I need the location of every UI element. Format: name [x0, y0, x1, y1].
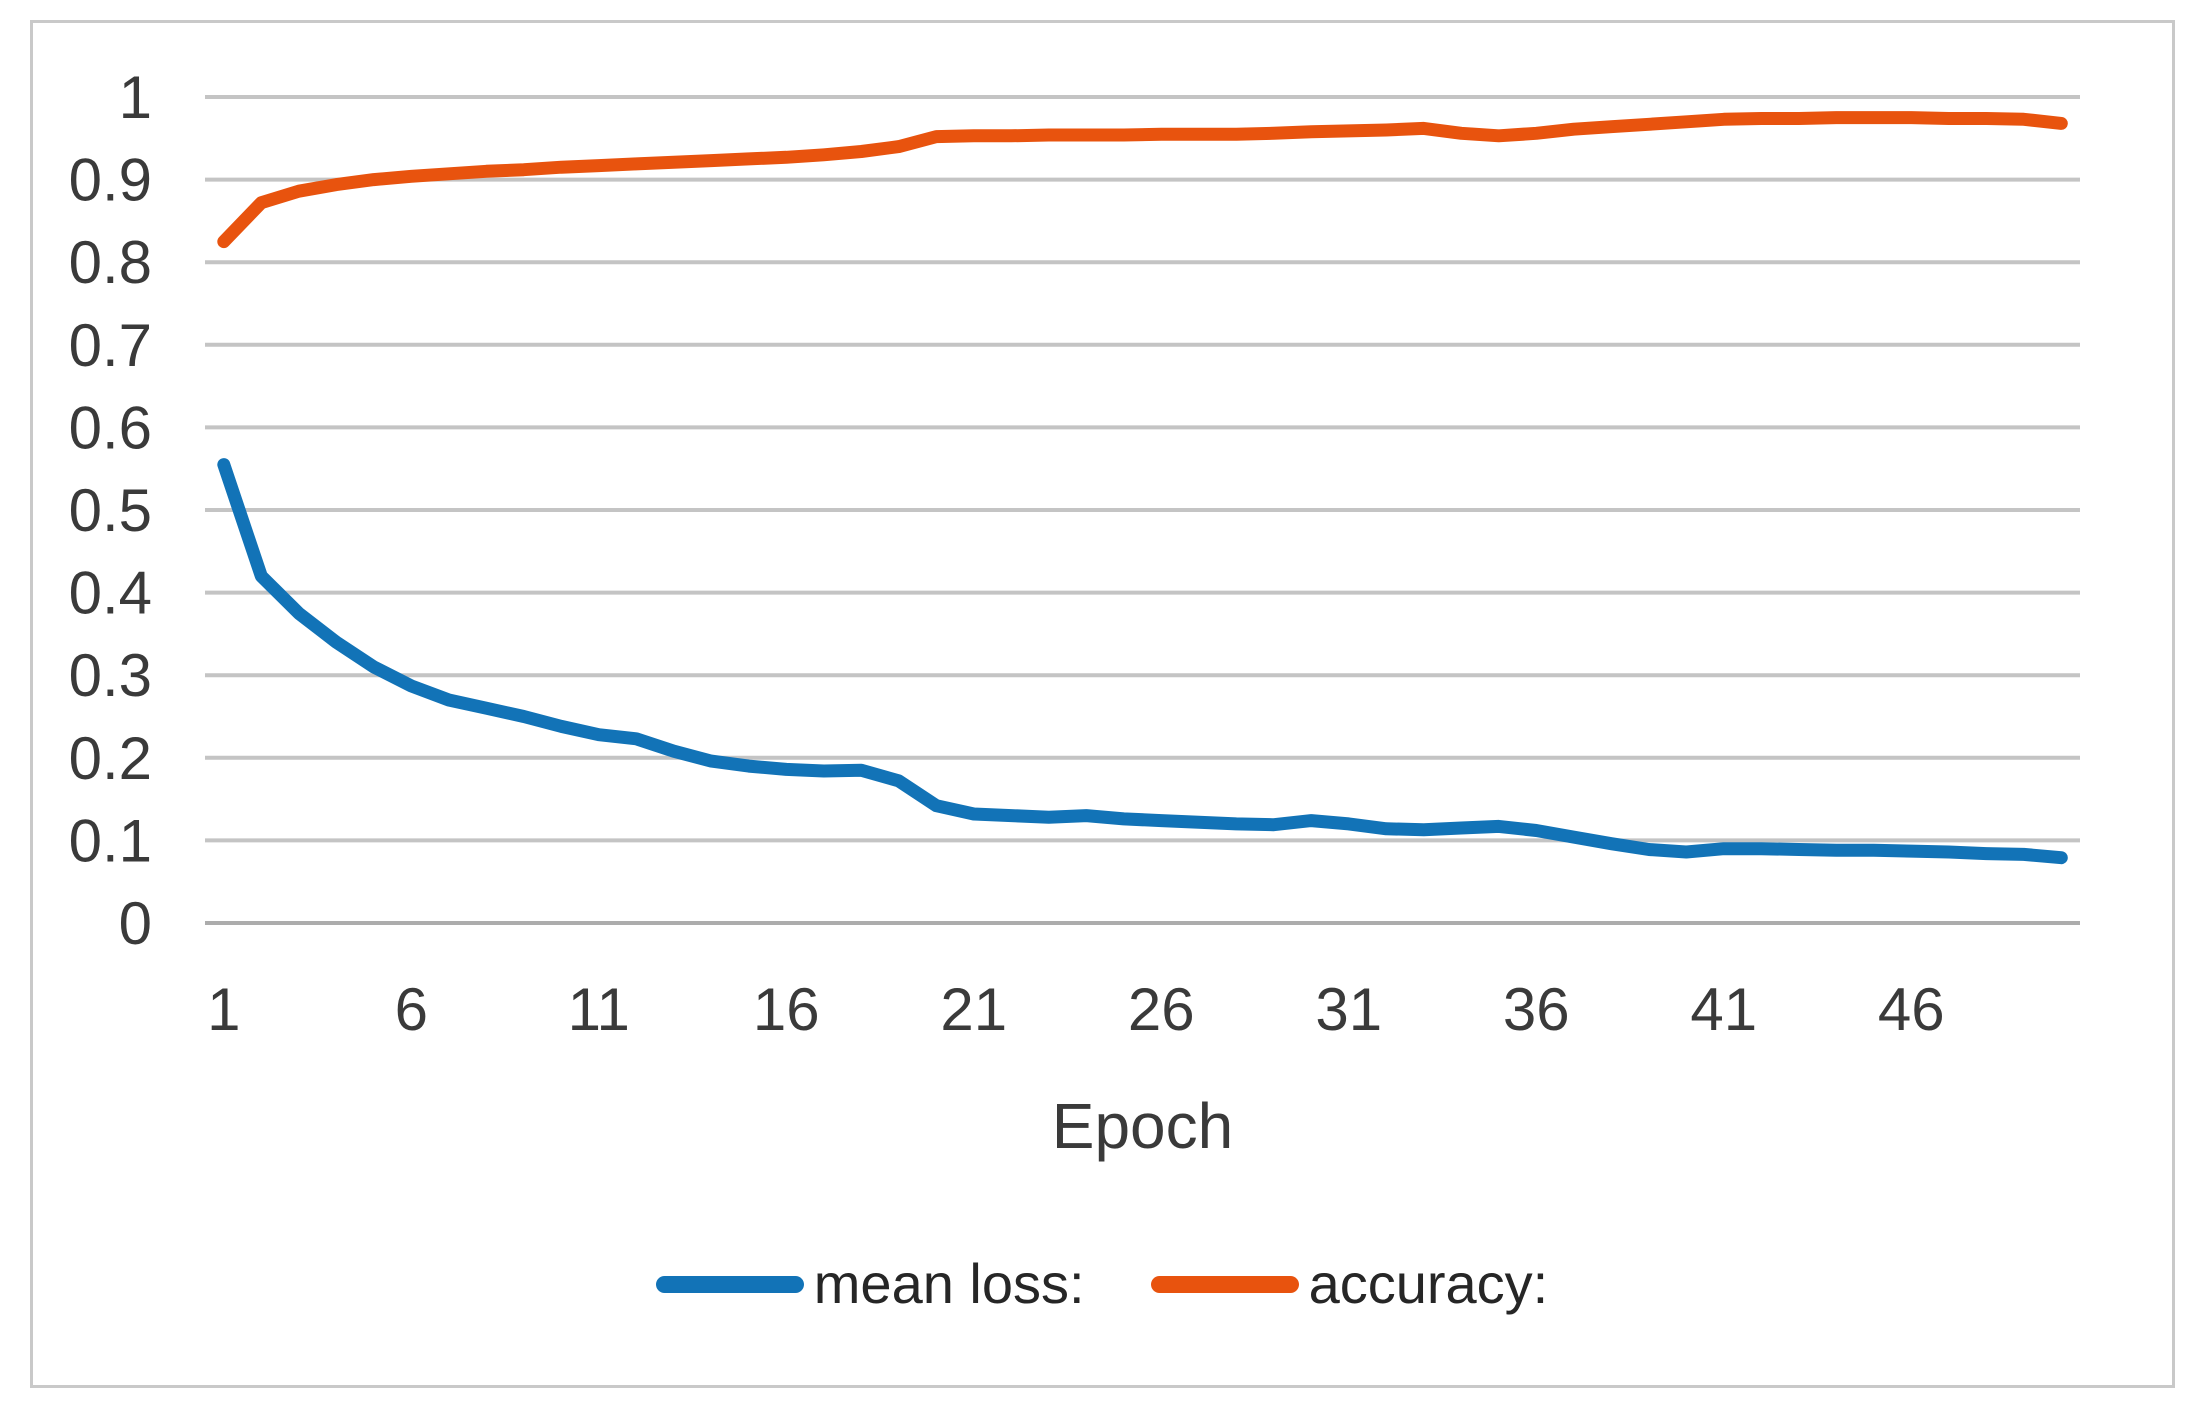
- y-tick-label: 0.4: [69, 560, 152, 627]
- legend-item-mean-loss: mean loss:: [655, 1252, 1085, 1315]
- legend-item-accuracy: accuracy:: [1150, 1252, 1549, 1315]
- x-axis-title: Epoch: [1052, 1090, 1233, 1162]
- y-tick-label: 0.7: [69, 312, 152, 379]
- legend-swatch-mean-loss-icon: [655, 1275, 804, 1293]
- x-tick-label: 11: [568, 976, 630, 1043]
- y-tick-label: 0.9: [69, 147, 152, 214]
- y-tick-label: 1: [119, 64, 152, 131]
- y-tick-label: 0.8: [69, 229, 152, 296]
- x-tick-label: 1: [207, 976, 240, 1043]
- series-line-mean-loss: [217, 458, 2068, 865]
- legend-label-mean-loss: mean loss:: [813, 1252, 1085, 1315]
- x-tick-label: 41: [1690, 976, 1757, 1043]
- legend-label-accuracy: accuracy:: [1308, 1252, 1549, 1315]
- x-tick-label: 31: [1315, 976, 1382, 1043]
- y-tick-label: 0.6: [69, 394, 152, 461]
- y-tick-label: 0.5: [69, 477, 152, 544]
- y-tick-label: 0: [119, 890, 152, 957]
- x-tick-label: 46: [1878, 976, 1945, 1043]
- legend-swatch-accuracy-icon: [1150, 1275, 1299, 1293]
- x-tick-label: 26: [1128, 976, 1195, 1043]
- x-tick-label: 21: [940, 976, 1007, 1043]
- x-tick-label: 6: [395, 976, 428, 1043]
- y-tick-label: 0.3: [69, 642, 152, 709]
- y-tick-label: 0.1: [69, 807, 152, 874]
- chart-legend: mean loss: accuracy:: [0, 1256, 2204, 1312]
- x-tick-label: 36: [1503, 976, 1570, 1043]
- x-tick-label: 16: [753, 976, 820, 1043]
- y-tick-label: 0.2: [69, 725, 152, 792]
- chart-frame: [30, 20, 2175, 1388]
- series-line-accuracy: [217, 111, 2068, 249]
